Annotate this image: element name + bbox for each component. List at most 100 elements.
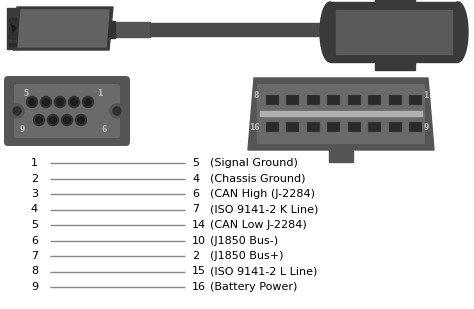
Circle shape <box>10 104 24 118</box>
Text: (ISO 9141-2 L Line): (ISO 9141-2 L Line) <box>210 266 318 277</box>
Bar <box>348 95 361 105</box>
Polygon shape <box>13 7 113 50</box>
Text: 6: 6 <box>31 235 38 245</box>
Text: 1: 1 <box>97 90 103 99</box>
Text: (CAN High (J-2284): (CAN High (J-2284) <box>210 189 315 199</box>
Polygon shape <box>18 10 109 47</box>
Polygon shape <box>330 2 458 62</box>
Circle shape <box>75 115 86 125</box>
Text: (Battery Power): (Battery Power) <box>210 282 297 292</box>
Polygon shape <box>337 21 344 38</box>
Circle shape <box>34 115 45 125</box>
Polygon shape <box>9 19 17 22</box>
Circle shape <box>47 115 58 125</box>
Text: 6: 6 <box>101 125 107 134</box>
Circle shape <box>28 99 36 105</box>
Bar <box>328 122 340 132</box>
Text: 9: 9 <box>423 124 428 133</box>
Circle shape <box>40 96 52 108</box>
Bar <box>286 122 300 132</box>
Text: 7: 7 <box>192 205 199 214</box>
Bar <box>368 95 382 105</box>
Text: 16: 16 <box>192 282 206 292</box>
Text: 8: 8 <box>253 91 259 100</box>
Circle shape <box>113 107 121 115</box>
Bar <box>307 122 320 132</box>
Circle shape <box>62 115 73 125</box>
Text: (CAN Low J-2284): (CAN Low J-2284) <box>210 220 307 230</box>
Text: 5: 5 <box>31 220 38 230</box>
Bar <box>389 122 402 132</box>
Text: 7: 7 <box>31 251 38 261</box>
Text: 4: 4 <box>31 205 38 214</box>
Polygon shape <box>107 22 150 37</box>
Polygon shape <box>329 150 353 162</box>
Polygon shape <box>375 0 415 4</box>
Polygon shape <box>336 10 452 54</box>
Bar <box>328 95 340 105</box>
Text: 9: 9 <box>31 282 38 292</box>
Polygon shape <box>7 15 19 42</box>
Text: (Chassis Ground): (Chassis Ground) <box>210 173 306 184</box>
Polygon shape <box>11 24 16 32</box>
Bar <box>389 95 402 105</box>
Text: 4: 4 <box>192 173 199 184</box>
Bar <box>266 95 279 105</box>
Polygon shape <box>7 42 19 49</box>
Circle shape <box>55 96 65 108</box>
Text: 6: 6 <box>192 189 199 199</box>
Text: 2: 2 <box>31 173 38 184</box>
Text: 8: 8 <box>31 266 38 277</box>
Circle shape <box>110 104 124 118</box>
Bar <box>410 95 422 105</box>
Text: 14: 14 <box>192 220 206 230</box>
Circle shape <box>43 99 49 105</box>
FancyBboxPatch shape <box>257 84 425 144</box>
Text: (J1850 Bus-): (J1850 Bus-) <box>210 235 278 245</box>
Polygon shape <box>150 23 340 36</box>
Polygon shape <box>260 111 422 116</box>
Ellipse shape <box>448 2 468 62</box>
FancyBboxPatch shape <box>14 84 120 138</box>
Polygon shape <box>7 8 19 15</box>
Text: 1: 1 <box>31 158 38 168</box>
Bar <box>307 95 320 105</box>
Polygon shape <box>10 18 17 39</box>
Circle shape <box>64 116 71 124</box>
Bar <box>286 95 300 105</box>
Text: (J1850 Bus+): (J1850 Bus+) <box>210 251 283 261</box>
Circle shape <box>82 96 93 108</box>
Text: 5: 5 <box>192 158 199 168</box>
Text: (Signal Ground): (Signal Ground) <box>210 158 298 168</box>
Text: 10: 10 <box>192 235 206 245</box>
Text: (ISO 9141-2 K Line): (ISO 9141-2 K Line) <box>210 205 319 214</box>
Circle shape <box>56 99 64 105</box>
Bar <box>368 122 382 132</box>
Polygon shape <box>9 43 17 46</box>
Circle shape <box>36 116 43 124</box>
Bar <box>266 122 279 132</box>
Bar <box>348 122 361 132</box>
Circle shape <box>13 107 21 115</box>
Text: 15: 15 <box>192 266 206 277</box>
Bar <box>410 122 422 132</box>
Text: 2: 2 <box>192 251 199 261</box>
Text: 9: 9 <box>19 125 25 134</box>
Polygon shape <box>108 21 115 38</box>
Circle shape <box>84 99 91 105</box>
Circle shape <box>71 99 78 105</box>
Text: 16: 16 <box>249 124 259 133</box>
Circle shape <box>78 116 84 124</box>
Circle shape <box>69 96 80 108</box>
Polygon shape <box>9 35 17 38</box>
Ellipse shape <box>320 2 340 62</box>
Text: 3: 3 <box>31 189 38 199</box>
Polygon shape <box>375 60 415 70</box>
Circle shape <box>27 96 37 108</box>
FancyBboxPatch shape <box>4 76 130 146</box>
Text: 1: 1 <box>423 91 428 100</box>
Polygon shape <box>9 27 17 30</box>
Text: 5: 5 <box>23 90 28 99</box>
Circle shape <box>49 116 56 124</box>
Polygon shape <box>248 78 434 150</box>
